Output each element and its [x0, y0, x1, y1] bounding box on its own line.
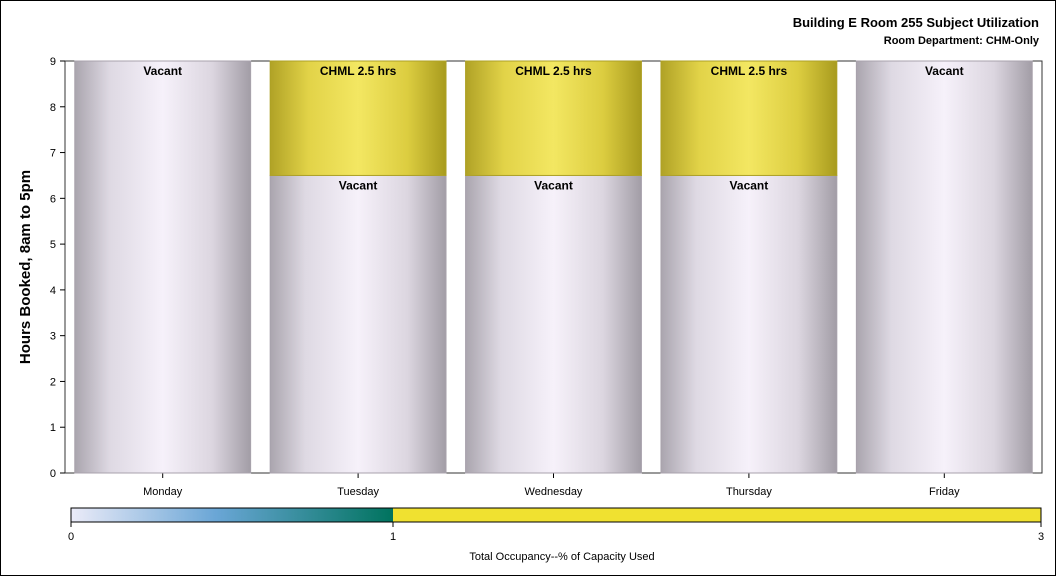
y-tick-label: 3 — [50, 331, 56, 343]
segment-label: CHML 2.5 hrs — [515, 64, 592, 78]
bar-segment-booked — [269, 60, 447, 176]
x-tick-label: Monday — [143, 486, 183, 498]
bar-segment-vacant — [269, 174, 447, 474]
y-tick-label: 1 — [50, 422, 56, 434]
chart-title: Building E Room 255 Subject Utilization — [793, 15, 1039, 30]
colorbar-border — [70, 507, 1042, 523]
y-tick-label: 7 — [50, 148, 56, 160]
x-tick-label: Friday — [929, 486, 960, 498]
colorbar-tick-label: 0 — [68, 531, 74, 543]
segment-labels: Vacant Vacant CHML 2.5 hrs Vacant CHML 2.5 h… — [143, 64, 963, 192]
colorbar-ticks: 0 1 3 — [68, 522, 1044, 543]
y-tick-label: 0 — [50, 468, 56, 480]
colorbar-tick-label: 3 — [1038, 531, 1044, 543]
segment-label: Vacant — [534, 178, 573, 192]
x-tick-label: Thursday — [726, 486, 772, 498]
segment-label: CHML 2.5 hrs — [711, 64, 788, 78]
bar-segment-vacant — [855, 60, 1033, 474]
bar-segment-vacant — [660, 174, 838, 474]
bar-segment-vacant — [74, 60, 252, 474]
bar-segment-booked — [465, 60, 642, 176]
segment-label: Vacant — [925, 64, 964, 78]
colorbar-tick-label: 1 — [390, 531, 396, 543]
segment-label: Vacant — [730, 178, 769, 192]
bar-segment-vacant — [465, 174, 642, 474]
x-tick-label: Tuesday — [337, 486, 379, 498]
y-axis: 0 1 2 3 4 5 6 7 8 9 — [50, 56, 65, 480]
y-tick-label: 5 — [50, 239, 56, 251]
y-tick-label: 8 — [50, 102, 56, 114]
colorbar-low-segment — [71, 508, 393, 522]
x-tick-label: Wednesday — [525, 486, 583, 498]
y-tick-label: 9 — [50, 56, 56, 68]
segment-label: CHML 2.5 hrs — [320, 64, 397, 78]
bar-segment-booked — [660, 60, 838, 176]
y-tick-label: 4 — [50, 285, 56, 297]
bar-group — [74, 60, 1033, 474]
y-tick-label: 6 — [50, 193, 56, 205]
colorbar-title: Total Occupancy--% of Capacity Used — [469, 551, 654, 563]
segment-label: Vacant — [339, 178, 378, 192]
x-axis: Monday Tuesday Wednesday Thursday Friday — [143, 473, 960, 498]
chart-subtitle: Room Department: CHM-Only — [884, 35, 1040, 47]
colorbar-high-segment — [393, 508, 1041, 522]
segment-label: Vacant — [143, 64, 182, 78]
y-tick-label: 2 — [50, 376, 56, 388]
y-axis-label: Hours Booked, 8am to 5pm — [17, 170, 34, 364]
colorbar: 0 1 3 Total Occupancy--% of Capacity Used — [68, 507, 1044, 563]
